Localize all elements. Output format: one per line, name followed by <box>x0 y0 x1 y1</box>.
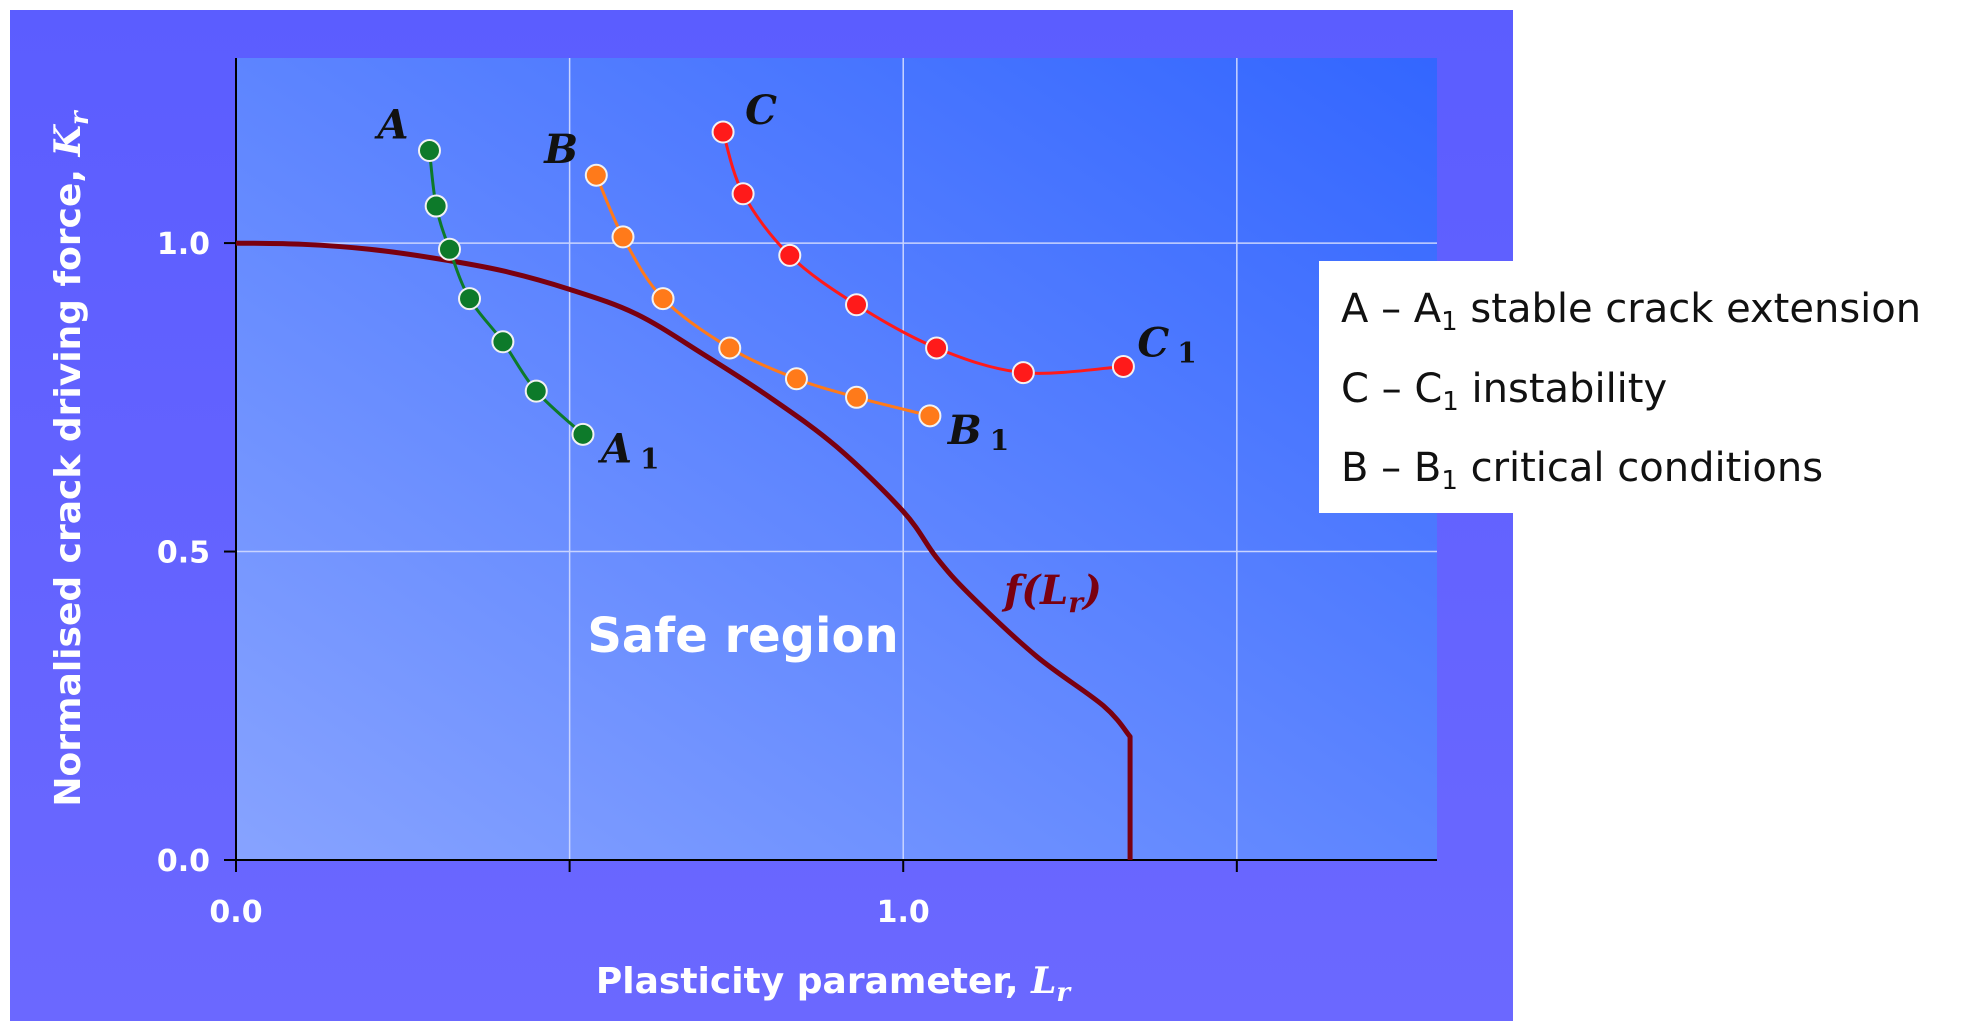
data-point-c <box>711 120 735 144</box>
data-point-c <box>925 336 949 360</box>
series-layer <box>417 120 1135 446</box>
y-axis-title: Normalised crack driving force, Kr <box>47 109 95 806</box>
legend-item-b: B – B1 critical conditions <box>1341 445 1824 496</box>
curve-labels: A A 1 B B 1 C C 1 <box>373 87 1196 475</box>
data-point-b <box>784 367 808 391</box>
data-point-c <box>731 182 755 206</box>
plot-area <box>236 58 1437 860</box>
x-tick-label: 1.0 <box>877 895 930 930</box>
data-point-b <box>718 336 742 360</box>
data-point-a <box>438 237 462 261</box>
data-point-c <box>778 243 802 267</box>
legend-item-c: C – C1 instability <box>1341 366 1668 417</box>
data-point-c <box>1011 361 1035 385</box>
data-point-c <box>1111 354 1135 378</box>
ticks: 0.0 1.0 0.0 0.5 1.0 <box>157 227 1238 930</box>
data-point-b <box>845 385 869 409</box>
series-start-label-b: B <box>543 126 578 173</box>
y-tick-label: 0.5 <box>157 536 210 571</box>
y-tick-label: 0.0 <box>157 844 210 879</box>
y-tick-label: 1.0 <box>157 227 210 262</box>
fad-curve-line <box>235 240 1133 860</box>
legend-item-a: A – A1 stable crack extension <box>1341 286 1922 337</box>
series-start-label-a: A <box>373 102 408 149</box>
x-axis-title: Plasticity parameter, Lr <box>596 960 1073 1008</box>
fad-curve-label: f(Lr) <box>1001 567 1102 619</box>
legend: A – A1 stable crack extension C – C1 ins… <box>1319 261 1983 513</box>
grid <box>236 58 1437 860</box>
data-point-a <box>424 194 448 218</box>
data-point-c <box>845 293 869 317</box>
data-point-b <box>651 287 675 311</box>
fad-curve-layer <box>235 240 1133 860</box>
data-point-a <box>417 139 441 163</box>
data-point-b <box>584 163 608 187</box>
safe-region-label: Safe region <box>587 608 898 664</box>
data-point-a <box>524 379 548 403</box>
data-point-a <box>491 330 515 354</box>
series-start-label-c: C <box>745 87 777 134</box>
data-point-a <box>571 422 595 446</box>
data-point-a <box>458 287 482 311</box>
data-point-b <box>918 404 942 428</box>
data-point-b <box>611 225 635 249</box>
x-tick-label: 0.0 <box>209 895 262 930</box>
